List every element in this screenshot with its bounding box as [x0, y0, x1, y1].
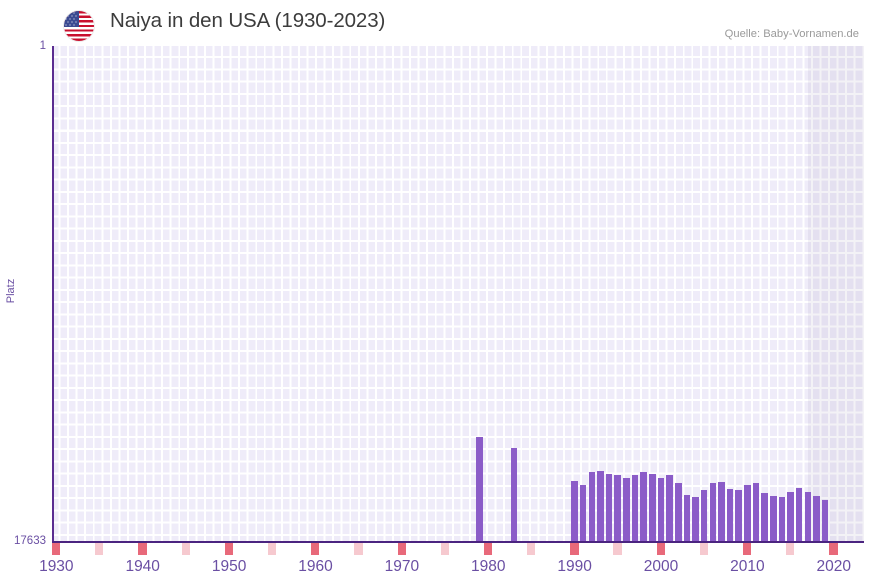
grid-horizontal-lines: [52, 46, 864, 542]
source-label: Quelle: Baby-Vornamen.de: [724, 28, 859, 40]
us-flag-icon: [64, 11, 94, 41]
decade-marker-2020: [829, 543, 838, 555]
bar-2012[interactable]: [761, 493, 768, 542]
bar-2002[interactable]: [674, 483, 682, 542]
decade-marker-2010: [743, 543, 752, 555]
bar-2016[interactable]: [795, 487, 803, 542]
decade-marker-1930: [52, 543, 61, 555]
x-axis-tick-1940: 1940: [125, 558, 160, 575]
y-axis-tick-top: 1: [39, 40, 46, 52]
bar-2004[interactable]: [692, 497, 699, 542]
bar-1999[interactable]: [649, 473, 656, 542]
y-axis-tick-bottom: 17633: [14, 535, 46, 547]
bar-1994[interactable]: [605, 473, 613, 542]
x-axis-tick-1980: 1980: [470, 558, 506, 575]
decade-marker-2015: [786, 543, 795, 555]
x-axis-decade-markers: [52, 543, 864, 555]
x-axis-tick-2010: 2010: [730, 558, 765, 575]
bar-2009[interactable]: [735, 490, 742, 542]
decade-marker-1990: [570, 543, 579, 555]
bar-2019[interactable]: [821, 500, 829, 542]
decade-marker-1980: [483, 543, 493, 555]
decade-marker-1970: [397, 543, 406, 555]
decade-marker-2005: [699, 543, 709, 555]
decade-marker-1945: [181, 543, 190, 555]
bar-2006[interactable]: [709, 483, 717, 542]
no-data-shaded-region: [808, 46, 864, 542]
flag-canton: [64, 11, 79, 28]
bar-2003[interactable]: [683, 494, 691, 542]
bar-2014[interactable]: [778, 497, 786, 542]
x-axis-tick-1930: 1930: [39, 558, 74, 575]
decade-marker-1995: [613, 543, 622, 555]
bar-1991[interactable]: [579, 484, 587, 542]
bar-1995[interactable]: [614, 474, 622, 542]
decade-marker-1935: [95, 543, 104, 555]
x-axis-line: [52, 541, 864, 543]
decade-marker-1960: [311, 543, 320, 555]
bar-2007[interactable]: [718, 482, 725, 542]
decade-marker-1950: [224, 543, 233, 555]
bar-1992[interactable]: [588, 472, 596, 542]
x-axis-tick-1950: 1950: [211, 558, 247, 575]
bar-2018[interactable]: [813, 496, 820, 542]
bar-1993[interactable]: [597, 470, 604, 542]
x-axis-tick-2020: 2020: [816, 558, 852, 575]
bar-2011[interactable]: [752, 483, 760, 542]
bar-1983[interactable]: [510, 448, 518, 542]
decade-marker-1975: [440, 543, 449, 555]
bar-1979[interactable]: [476, 437, 483, 542]
bar-2005[interactable]: [700, 490, 708, 542]
bar-2015[interactable]: [787, 491, 794, 542]
bar-2000[interactable]: [657, 477, 665, 542]
plot-area: [52, 46, 864, 542]
bars-layer: [52, 46, 864, 542]
x-axis-tick-1990: 1990: [557, 558, 592, 575]
bar-1997[interactable]: [631, 474, 639, 542]
decade-marker-1985: [527, 543, 536, 555]
x-axis-tick-1960: 1960: [298, 558, 333, 575]
bar-2010[interactable]: [744, 484, 751, 542]
chart-header: Naiya in den USA (1930-2023) Quelle: Bab…: [0, 0, 873, 46]
decade-marker-1955: [267, 543, 277, 555]
decade-marker-1940: [138, 543, 147, 555]
bar-2013[interactable]: [769, 496, 777, 542]
bar-1990[interactable]: [571, 480, 578, 542]
x-axis-tick-2000: 2000: [643, 558, 679, 575]
page-title: Naiya in den USA (1930-2023): [110, 9, 386, 32]
bar-1998[interactable]: [640, 472, 647, 542]
bar-2008[interactable]: [726, 489, 734, 542]
bar-1996[interactable]: [623, 477, 630, 542]
bar-2001[interactable]: [666, 474, 673, 542]
bar-2017[interactable]: [804, 491, 812, 542]
x-axis-tick-1970: 1970: [384, 558, 420, 575]
decade-marker-1965: [354, 543, 363, 555]
decade-marker-2000: [656, 543, 665, 555]
y-axis-line: [52, 46, 54, 542]
y-axis-title: Platz: [5, 278, 17, 304]
